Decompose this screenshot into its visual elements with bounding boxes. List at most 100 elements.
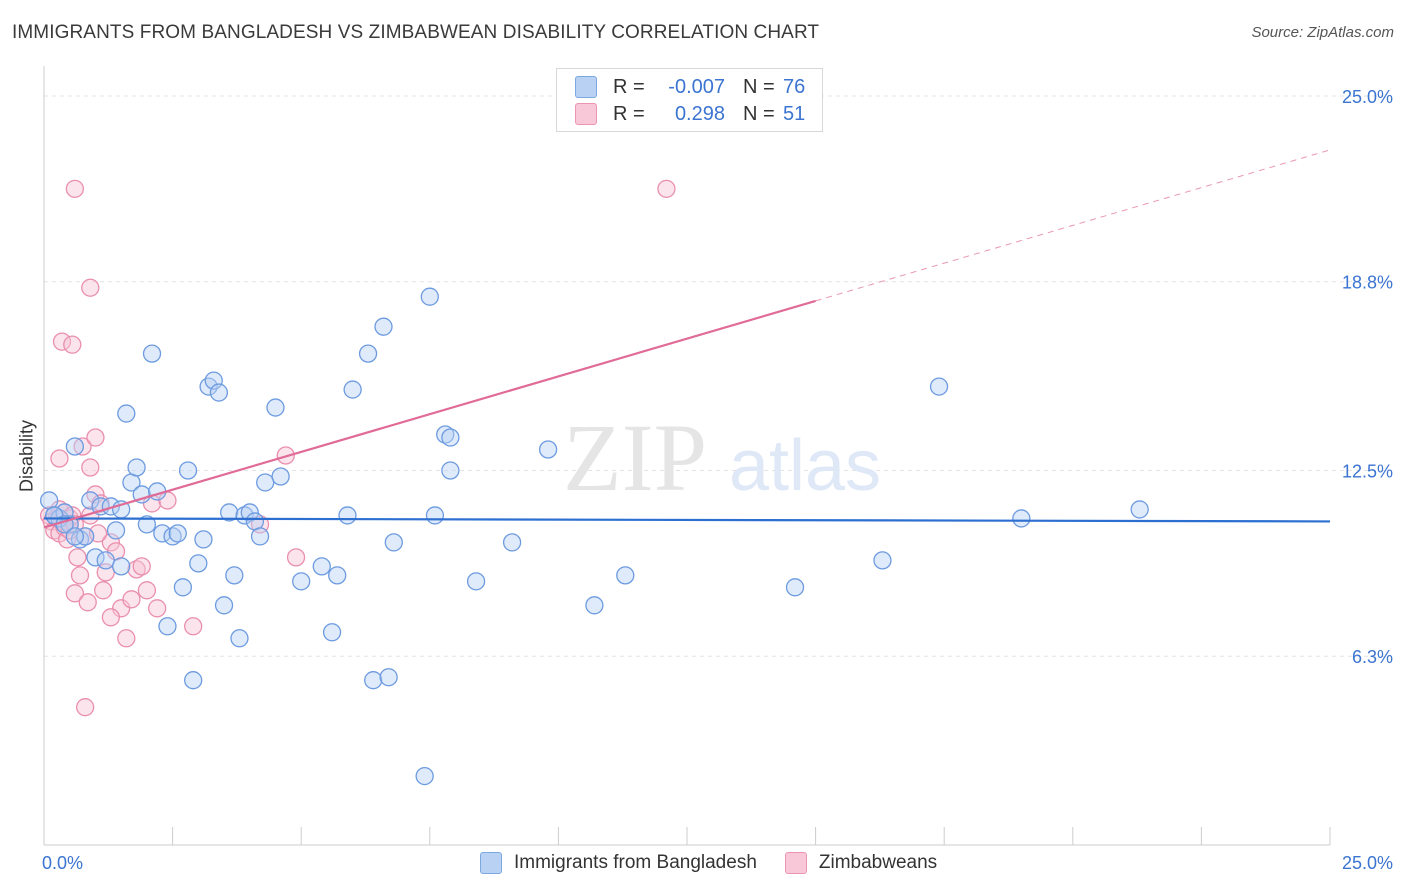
data-point [63,335,82,354]
data-point [127,560,146,579]
n-label: N = [743,75,775,98]
trend-line-bangladesh [43,517,1331,523]
trend-line-zimbabweans-extension [815,149,1331,302]
data-point [117,404,136,423]
series-legend: Immigrants from Bangladesh Zimbabweans [480,852,965,874]
data-point [189,554,208,573]
data-point [657,179,676,198]
data-point [420,287,439,306]
y-tick-label: 18.8% [1342,273,1393,293]
data-point [86,428,105,447]
data-point [173,578,193,597]
data-point [81,458,100,477]
y-tick-label: 25.0% [1342,87,1393,107]
data-point [184,617,203,636]
data-point [65,584,85,603]
data-point [322,623,342,642]
data-point [132,557,151,576]
data-point [148,599,167,618]
pink-swatch-icon [784,852,807,874]
r-value: 0.298 [674,102,725,125]
correlation-legend: R = -0.007 N = 76 R = 0.298 N = 51 [556,68,823,132]
chart-title: IMMIGRANTS FROM BANGLADESH VS ZIMBABWEAN… [12,22,820,43]
data-point [137,581,157,600]
data-point [122,590,141,609]
legend-item-zimbabweans[interactable]: Zimbabweans [784,852,938,874]
data-point [76,698,95,717]
data-point [52,332,72,351]
legend-label: Zimbabweans [818,852,938,873]
data-point [137,515,157,534]
data-point [81,491,100,510]
data-point [204,371,223,390]
data-point [256,473,275,492]
data-point [163,527,182,546]
trend-line-zimbabweans [43,299,816,529]
data-point [70,566,90,585]
data-point [328,566,347,585]
data-point [112,599,131,618]
data-point [1012,509,1031,528]
data-point [873,551,892,570]
r-label: R = [613,75,645,98]
data-point [101,608,121,627]
data-point [76,527,95,546]
data-point [70,530,90,549]
legend-row-zimbabweans: R = 0.298 N = 51 [575,101,805,127]
data-point [929,377,949,396]
legend-item-bangladesh[interactable]: Immigrants from Bangladesh [480,852,757,874]
data-point [466,572,486,591]
data-point [343,380,362,399]
data-point [338,506,357,525]
series-bangladesh [39,287,1149,786]
data-point [292,572,311,591]
data-point [127,458,146,477]
source-attribution: Source: ZipAtlas.com [1251,24,1394,41]
data-point [68,548,87,567]
data-point [538,440,558,459]
data-point [117,629,136,648]
data-point [220,503,239,522]
data-point [106,521,126,540]
data-point [441,461,460,480]
data-point [502,533,522,552]
data-point [436,425,455,444]
data-point [94,581,113,600]
data-point [230,629,249,648]
data-point [441,428,460,447]
r-label: R = [613,102,645,125]
data-point [96,551,115,570]
data-point [65,437,85,456]
data-point [785,578,805,597]
data-point [101,533,121,552]
watermark: ZIP atlas [563,404,881,511]
blue-swatch-icon [575,76,597,98]
data-point [358,344,378,363]
watermark-zip: ZIP [563,404,707,511]
n-value: 76 [783,75,806,98]
grid-lines [44,95,1392,657]
data-point [50,449,69,468]
data-point [271,467,290,486]
data-point [209,383,229,402]
data-point [286,548,306,567]
data-point [384,533,403,552]
axes [43,66,1331,846]
data-point [425,506,445,525]
r-value: -0.007 [668,75,725,98]
data-point [158,617,177,636]
data-point [364,671,383,690]
data-point [585,596,604,615]
y-tick-label: 6.3% [1352,647,1393,667]
data-point [65,527,85,546]
data-point [194,530,213,549]
data-point [214,596,234,615]
x-tick-label: 0.0% [42,853,83,873]
x-tick-label: 25.0% [1342,853,1393,873]
legend-label: Immigrants from Bangladesh [514,852,757,873]
data-point [178,461,198,480]
blue-swatch-icon [480,852,502,874]
pink-swatch-icon [575,103,597,125]
data-point [73,437,92,456]
n-value: 51 [783,102,806,125]
